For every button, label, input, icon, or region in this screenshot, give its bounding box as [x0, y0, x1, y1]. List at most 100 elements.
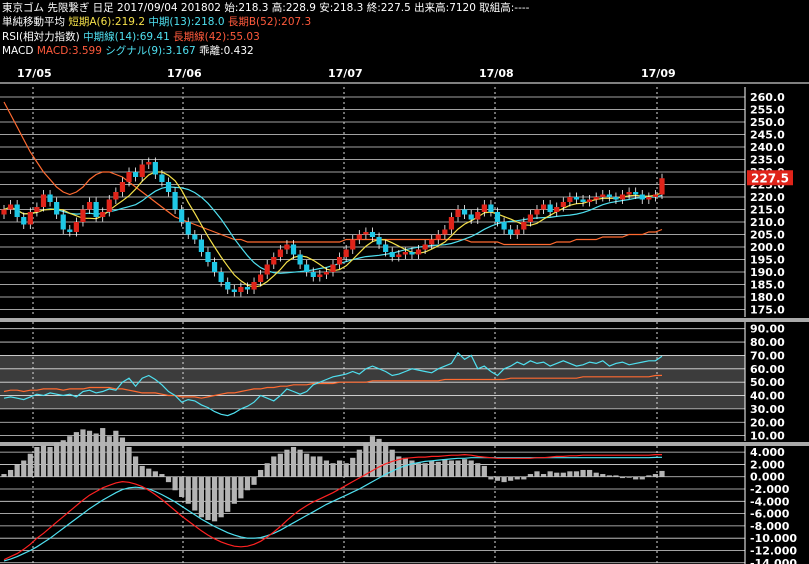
candle-body [593, 197, 599, 200]
candle-body [435, 234, 441, 240]
date-tick-label: 17/06 [167, 67, 202, 80]
macd-histogram-bar [606, 475, 612, 477]
macd-histogram-bar [613, 475, 619, 477]
macd-histogram-bar [429, 460, 435, 477]
macd-histogram-bar [402, 457, 408, 477]
price-y-tick-label: 245.0 [750, 129, 785, 142]
candle-body [573, 197, 580, 200]
last-price-label: 227.5 [751, 171, 789, 185]
price-y-tick-label: 200.0 [750, 241, 785, 254]
candle-body [73, 222, 79, 232]
open-interest-value: 取組高:---- [479, 2, 530, 14]
macd-histogram-bar [60, 440, 66, 477]
macd-histogram-bar [573, 471, 580, 477]
date-axis: 17/05 17/06 17/07 17/08 17/09 [0, 63, 809, 84]
price-y-tick-label: 250.0 [750, 116, 785, 129]
signal-value: シグナル(9):3.167 [105, 45, 196, 57]
macd-histogram-bar [67, 436, 73, 477]
macd-y-tick-label: -4.000 [750, 495, 790, 508]
candle-body [455, 209, 461, 217]
macd-histogram-bar [475, 463, 481, 477]
candle-body [317, 274, 323, 277]
volume-value: 出来高:7120 [414, 2, 476, 14]
candle-body [639, 194, 645, 200]
candle-body [369, 232, 376, 237]
price-panel: 260.0255.0250.0245.0240.0235.0230.0225.0… [0, 87, 793, 317]
macd-signal-line [3, 456, 663, 562]
macd-histogram-bar [198, 476, 204, 518]
close-value: 終:227.5 [366, 2, 411, 14]
macd-histogram-bar [21, 460, 27, 477]
macd-histogram-bar [218, 476, 224, 518]
candle-body [587, 199, 593, 202]
candle-body [356, 234, 362, 240]
candle-body [1, 209, 7, 215]
macd-histogram-bar [626, 476, 632, 478]
candle-body [527, 214, 533, 222]
macd-y-tick-label: -14.000 [750, 557, 797, 564]
rsi-y-tick-label: 30.00 [750, 403, 785, 416]
price-y-tick-label: 235.0 [750, 154, 785, 167]
macd-histogram-bar [179, 476, 185, 498]
macd-histogram-bar [521, 476, 527, 480]
candle-body [613, 197, 619, 200]
rsi-long-value: 長期線(42):55.03 [173, 31, 260, 43]
panel-separator [0, 318, 809, 322]
macd-histogram-bar [244, 476, 251, 491]
price-y-tick-label: 205.0 [750, 229, 785, 242]
rsi-label: RSI(相対力指数) [2, 31, 80, 43]
candle-body [600, 194, 606, 197]
candle-body [211, 262, 218, 272]
macd-histogram-bar [119, 437, 126, 477]
candle-body [508, 229, 514, 235]
candle-body [244, 287, 251, 290]
macd-histogram-bar [554, 472, 560, 477]
candle-body [225, 282, 231, 290]
candle-body [258, 274, 264, 282]
candle-body [488, 204, 494, 212]
macd-histogram-bar [290, 446, 297, 477]
price-y-tick-label: 180.0 [750, 291, 785, 304]
candle-body [310, 272, 316, 277]
price-y-tick-label: 175.0 [750, 304, 785, 317]
macd-histogram-bar [396, 456, 402, 477]
candle-body [198, 239, 204, 252]
candle-body [40, 194, 47, 207]
macd-y-tick-label: 2.000 [750, 458, 785, 471]
macd-histogram-bar [547, 471, 553, 477]
candle-body [179, 209, 185, 222]
macd-histogram-bar [27, 453, 33, 477]
candle-body [514, 229, 520, 235]
price-y-tick-label: 215.0 [750, 204, 785, 217]
macd-histogram-bar [356, 449, 362, 477]
macd-y-tick-label: -12.000 [750, 544, 797, 557]
macd-histogram-bar [494, 476, 501, 481]
candle-body [560, 202, 566, 207]
rsi-y-tick-label: 60.00 [750, 363, 785, 376]
candle-body [238, 287, 244, 292]
candle-body [100, 212, 106, 217]
candle-body [185, 222, 191, 235]
macd-histogram-bar [146, 468, 152, 477]
high-value: 高:228.9 [271, 2, 316, 14]
candle-body [633, 192, 639, 195]
macd-histogram-bar [534, 471, 540, 477]
candle-body [652, 194, 659, 197]
contract-month: 201802 [180, 2, 221, 14]
macd-histogram-bar [350, 457, 356, 477]
macd-histogram-bar [7, 469, 14, 477]
candle-body [159, 174, 165, 182]
candle-body [119, 182, 126, 192]
macd-histogram-bar [264, 463, 270, 477]
candle-body [231, 289, 237, 292]
macd-histogram-bar [442, 459, 448, 477]
macd-histogram-bar [422, 463, 428, 477]
candle-body [284, 244, 290, 250]
candle-body [336, 257, 343, 265]
candle-body [192, 234, 198, 240]
candle-body [218, 272, 224, 282]
price-y-tick-label: 190.0 [750, 266, 785, 279]
macd-histogram-bar [560, 472, 566, 477]
macd-histogram-bar [580, 469, 586, 477]
